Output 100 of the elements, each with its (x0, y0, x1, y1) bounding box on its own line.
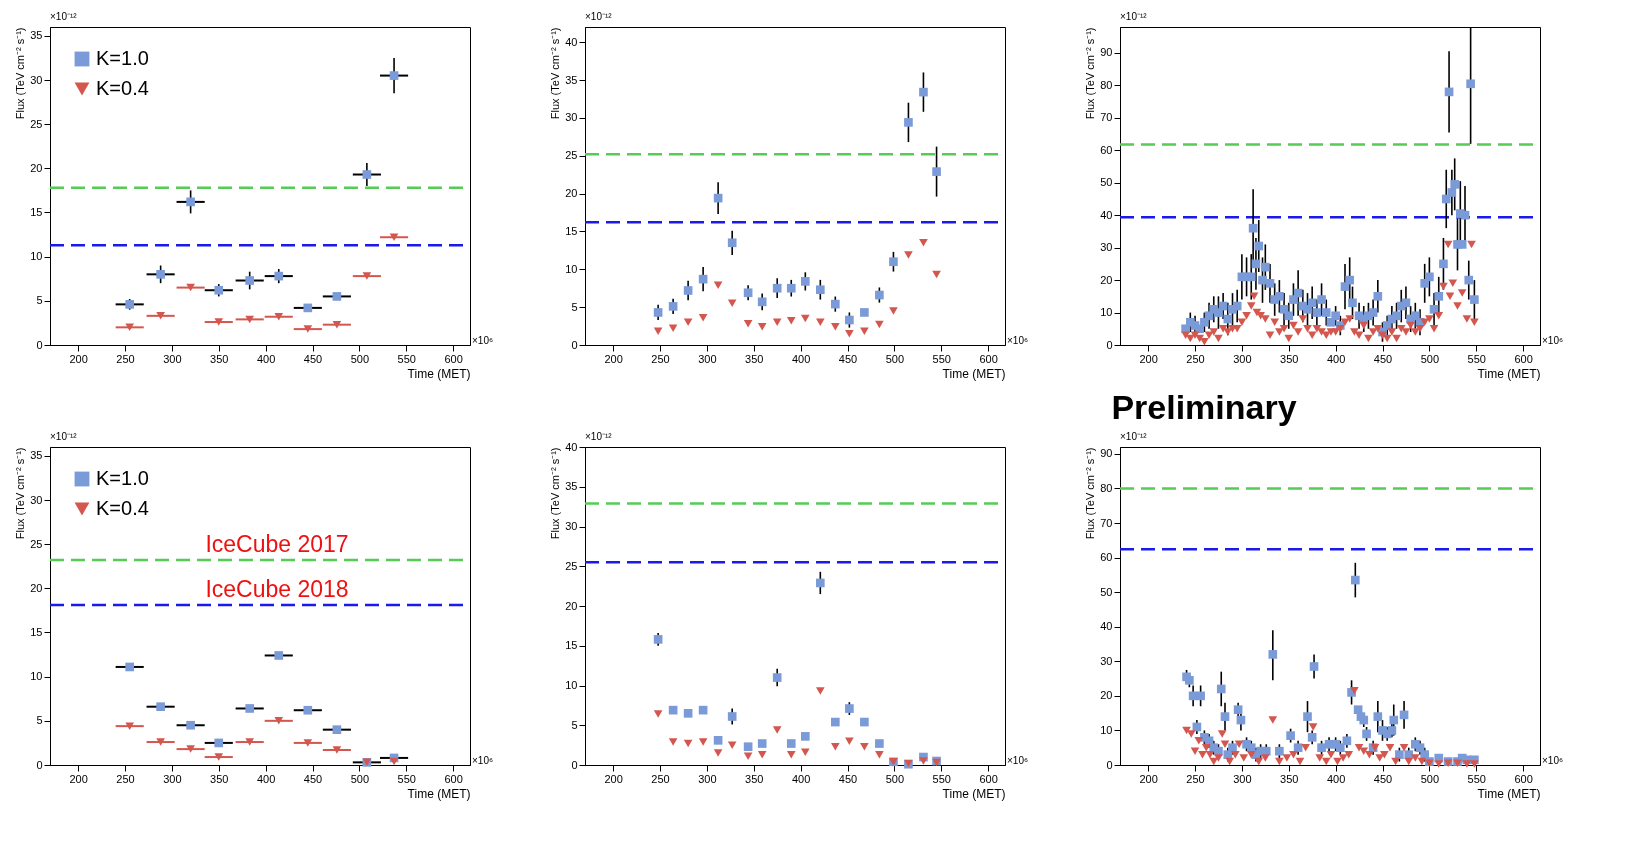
x-tick-label: 300 (698, 772, 717, 785)
x-tick-label: 250 (116, 352, 135, 365)
x-tick-label: 450 (303, 772, 323, 785)
x-axis-title: Time (MET) (942, 786, 1006, 801)
y-tick-label: 15 (565, 639, 578, 652)
legend-label: K=0.4 (96, 77, 149, 99)
y-tick-label: 10 (565, 679, 578, 691)
x-axis-title: Time (MET) (942, 366, 1006, 381)
x-tick-label: 250 (116, 772, 135, 785)
y-axis-title: Flux (TeV cm⁻² s⁻¹) (549, 447, 562, 540)
ref-line-label: IceCube 2017 (205, 531, 349, 558)
y-tick-label: 40 (565, 35, 578, 48)
x-tick-label: 250 (1186, 772, 1205, 785)
y-tick-label: 25 (30, 117, 43, 130)
x-tick-label: 300 (1233, 352, 1252, 365)
y-tick-label: 10 (30, 250, 43, 263)
y-tick-label: 0 (36, 338, 43, 351)
x-axis-title: Time (MET) (407, 786, 471, 801)
text: ×10⁶ (1007, 335, 1029, 346)
y-tick-label: 40 (565, 440, 578, 453)
y-tick-label: 15 (30, 206, 43, 218)
y-tick-label: 15 (565, 224, 578, 237)
x-tick-label: 500 (350, 772, 370, 785)
y-tick-label: 30 (30, 73, 43, 86)
x-tick-label: 250 (651, 352, 670, 365)
x-tick-label: 600 (444, 352, 463, 365)
x-tick-label: 300 (163, 772, 182, 785)
y-tick-label: 40 (1100, 208, 1113, 221)
y-tick-label: 25 (565, 149, 578, 162)
x-tick-label: 200 (69, 772, 88, 785)
y-tick-label: 25 (565, 559, 578, 572)
y-tick-label: 25 (30, 537, 43, 550)
text: ×10⁻¹² (585, 431, 613, 442)
x-axis-title: Time (MET) (407, 366, 471, 381)
x-tick-label: 400 (1326, 352, 1346, 365)
y-tick-label: 5 (571, 718, 578, 731)
x-tick-label: 350 (745, 352, 764, 365)
y-tick-label: 30 (565, 520, 578, 532)
x-tick-label: 600 (979, 772, 998, 785)
text: Preliminary (1111, 388, 1297, 426)
y-tick-label: 70 (1100, 111, 1113, 124)
x-tick-label: 450 (838, 772, 858, 785)
y-tick-label: 35 (565, 73, 578, 86)
x-axis-title: Time (MET) (1477, 786, 1541, 801)
x-tick-label: 200 (604, 352, 623, 365)
y-tick-label: 50 (1100, 585, 1113, 598)
x-tick-label: 550 (932, 352, 951, 365)
y-tick-label: 35 (30, 449, 43, 462)
y-tick-label: 30 (1100, 654, 1113, 667)
x-tick-label: 450 (303, 352, 323, 365)
y-tick-label: 10 (565, 262, 578, 275)
y-tick-label: 20 (1100, 689, 1113, 702)
x-tick-label: 400 (791, 772, 811, 785)
x-tick-label: 350 (1280, 772, 1299, 785)
text: ×10⁶ (1542, 755, 1564, 766)
y-tick-label: 10 (1100, 723, 1113, 736)
y-tick-label: 90 (1100, 46, 1113, 59)
y-tick-label: 20 (1100, 273, 1113, 286)
x-tick-label: 500 (885, 352, 905, 365)
y-tick-label: 50 (1100, 176, 1113, 189)
x-tick-label: 350 (745, 772, 764, 785)
y-tick-label: 0 (571, 758, 578, 771)
x-tick-label: 350 (1280, 352, 1299, 365)
x-tick-label: 350 (210, 772, 229, 785)
y-tick-label: 0 (36, 758, 43, 771)
x-tick-label: 450 (1373, 772, 1393, 785)
x-tick-label: 550 (932, 772, 951, 785)
y-tick-label: 0 (1106, 338, 1113, 351)
x-tick-label: 600 (444, 772, 463, 785)
y-tick-label: 10 (1100, 306, 1113, 319)
text: ×10⁶ (1542, 335, 1564, 346)
x-tick-label: 550 (1467, 352, 1486, 365)
legend-label: K=1.0 (96, 467, 149, 489)
y-tick-label: 80 (1100, 481, 1113, 494)
text: ×10⁶ (472, 755, 494, 766)
text: ×10⁻¹² (1120, 11, 1148, 22)
ref-line-label: IceCube 2018 (205, 576, 349, 603)
y-tick-label: 5 (36, 294, 43, 307)
y-tick-label: 5 (36, 714, 43, 727)
text: ×10⁻¹² (1120, 431, 1148, 442)
x-tick-label: 400 (1326, 772, 1346, 785)
y-tick-label: 90 (1100, 447, 1113, 460)
y-tick-label: 0 (1106, 758, 1113, 771)
x-tick-label: 600 (1514, 352, 1533, 365)
y-tick-label: 0 (571, 338, 578, 351)
y-axis-title: Flux (TeV cm⁻² s⁻¹) (14, 447, 27, 540)
y-tick-label: 40 (1100, 620, 1113, 633)
y-tick-label: 60 (1100, 551, 1113, 564)
y-tick-label: 20 (565, 187, 578, 200)
y-tick-label: 35 (565, 480, 578, 493)
x-tick-label: 500 (1420, 352, 1440, 365)
text: ×10⁶ (1007, 755, 1029, 766)
y-tick-label: 15 (30, 626, 43, 638)
x-tick-label: 300 (1233, 772, 1252, 785)
y-tick-label: 30 (30, 493, 43, 506)
x-tick-label: 450 (838, 352, 858, 365)
y-tick-label: 35 (30, 29, 43, 42)
x-tick-label: 400 (256, 772, 276, 785)
y-tick-label: 70 (1100, 516, 1113, 529)
text: ×10⁶ (472, 335, 494, 346)
